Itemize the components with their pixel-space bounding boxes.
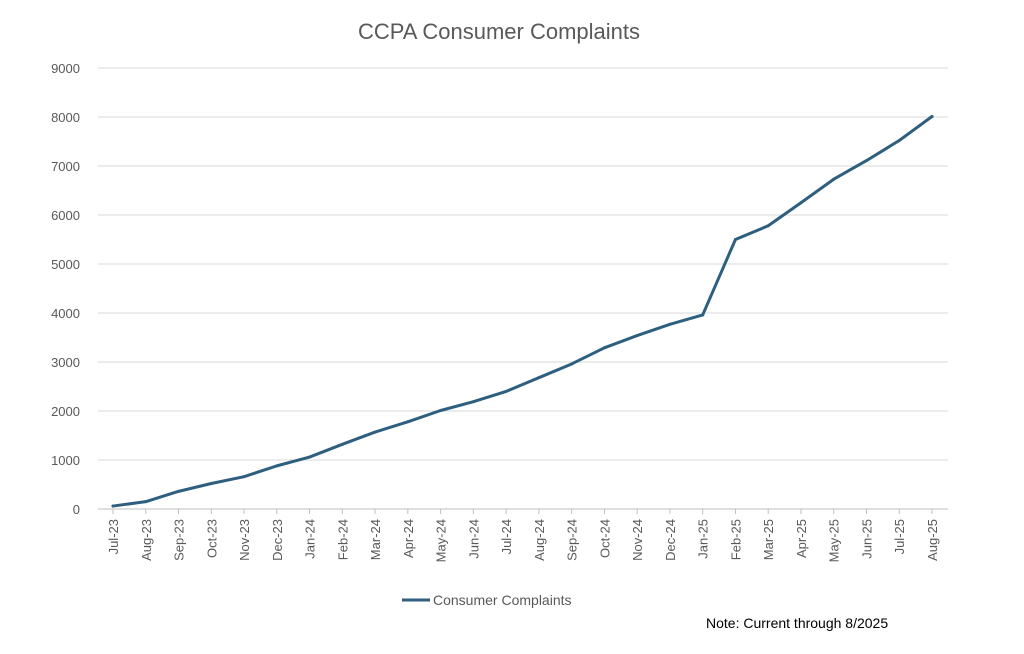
x-tick-label: Jan-24	[303, 519, 318, 559]
data-point	[537, 376, 541, 380]
x-tick-label: Jun-24	[466, 519, 481, 559]
data-point	[701, 313, 705, 317]
x-tick-label: Oct-24	[597, 519, 612, 558]
data-point	[373, 430, 377, 434]
data-point	[799, 201, 803, 205]
x-tick-label: May-25	[827, 519, 842, 562]
x-tick-label: Apr-24	[401, 519, 416, 558]
data-point	[930, 115, 934, 119]
y-tick-label: 6000	[51, 208, 80, 223]
legend-label: Consumer Complaints	[433, 592, 572, 608]
x-tick-label: Aug-25	[925, 519, 940, 561]
x-tick-label: Jul-23	[106, 519, 121, 554]
y-tick-label: 0	[73, 502, 80, 517]
x-tick-label: Jan-25	[696, 519, 711, 559]
data-point	[439, 409, 443, 413]
x-tick-label: Oct-23	[204, 519, 219, 558]
data-point	[504, 389, 508, 393]
y-tick-label: 3000	[51, 355, 80, 370]
x-tick-label: Jul-25	[892, 519, 907, 554]
data-point	[570, 362, 574, 366]
x-tick-label: May-24	[434, 519, 449, 562]
y-tick-label: 8000	[51, 110, 80, 125]
data-point	[733, 238, 737, 241]
data-point	[832, 177, 836, 181]
chart-title: CCPA Consumer Complaints	[358, 19, 640, 44]
x-tick-label: Mar-24	[368, 519, 383, 560]
x-tick-label: Feb-24	[335, 519, 350, 560]
data-point	[864, 159, 868, 163]
data-point	[897, 139, 901, 143]
x-tick-label: Aug-24	[532, 519, 547, 561]
data-point	[177, 489, 181, 493]
data-point	[242, 475, 246, 479]
data-point	[766, 224, 770, 228]
x-tick-label: Dec-23	[270, 519, 285, 561]
y-tick-label: 9000	[51, 61, 80, 76]
data-point	[209, 482, 213, 486]
legend: Consumer Complaints	[402, 592, 572, 608]
x-tick-label: Feb-25	[728, 519, 743, 560]
x-tick-label: Nov-24	[630, 519, 645, 561]
data-point	[602, 346, 606, 350]
data-point	[668, 322, 672, 326]
data-point	[406, 420, 410, 424]
y-tick-label: 5000	[51, 257, 80, 272]
y-tick-label: 4000	[51, 306, 80, 321]
data-point	[144, 500, 148, 504]
x-tick-label: Sep-23	[172, 519, 187, 561]
x-tick-label: Apr-25	[794, 519, 809, 558]
x-tick-label: Sep-24	[565, 519, 580, 561]
x-tick-label: Jul-24	[499, 519, 514, 554]
data-point	[111, 504, 115, 508]
x-tick-label: Dec-24	[663, 519, 678, 561]
x-tick-label: Mar-25	[761, 519, 776, 560]
y-tick-label: 1000	[51, 453, 80, 468]
series-line	[111, 115, 934, 508]
data-point	[340, 442, 344, 446]
data-point	[275, 464, 279, 468]
y-tick-label: 2000	[51, 404, 80, 419]
x-tick-label: Aug-23	[139, 519, 154, 561]
footnote: Note: Current through 8/2025	[706, 615, 889, 631]
x-tick-label: Jun-25	[859, 519, 874, 559]
data-point	[635, 334, 639, 338]
data-point	[471, 400, 475, 404]
y-tick-label: 7000	[51, 159, 80, 174]
data-point	[308, 455, 312, 459]
x-tick-label: Nov-23	[237, 519, 252, 561]
